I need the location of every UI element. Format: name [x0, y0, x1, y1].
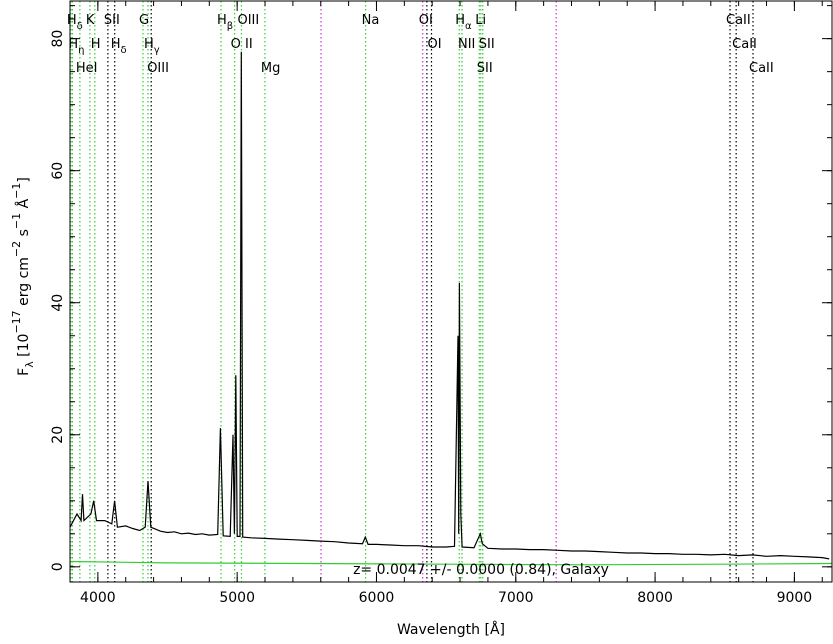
line-label-sub: δ [120, 45, 126, 56]
line-label: Hδ [111, 37, 127, 57]
line-label: Mg [261, 61, 280, 76]
y-axis-label-part: Å [15, 198, 32, 212]
spectrum-line [69, 51, 830, 560]
x-axis-label: Wavelength [Å] [397, 621, 505, 638]
line-label: OI [427, 37, 441, 52]
line-label-text: OI [427, 37, 441, 52]
y-axis-label-part: s [16, 229, 32, 241]
line-label-text: H [111, 37, 121, 52]
line-label: H [91, 37, 101, 52]
line-label-text: H [144, 37, 154, 52]
y-axis-label-part: ] [16, 177, 32, 182]
line-label-text: NII [458, 37, 475, 52]
line-label: CaII [749, 61, 774, 76]
x-tick-label: 4000 [80, 590, 116, 606]
y-axis-label-part: −17 [10, 310, 23, 333]
line-label-sub: α [465, 21, 472, 32]
line-label-text: Mg [261, 61, 280, 76]
line-label-text: H [68, 37, 78, 52]
line-label: SII [477, 61, 493, 76]
line-label-text: SII [104, 13, 120, 28]
y-axis-label-part: F [16, 368, 32, 376]
line-label-sub: η [78, 45, 84, 56]
y-tick-label: 40 [50, 294, 66, 312]
x-tick-label: 5000 [219, 590, 255, 606]
line-label-sub: γ [154, 45, 160, 56]
line-label: OI [419, 13, 433, 28]
line-label-text: Li [475, 13, 486, 28]
x-tick-label: 8000 [637, 590, 673, 606]
x-tick-label: 6000 [359, 590, 395, 606]
line-label-text: OI [419, 13, 433, 28]
y-tick-label: 80 [50, 30, 66, 48]
line-label: Hγ [144, 37, 160, 57]
y-axis-label: Fλ [10−17 erg cm−2 s−1 Å−1] [10, 177, 36, 376]
y-axis-label-part: λ [23, 361, 36, 368]
line-label: SII [479, 37, 495, 52]
line-label: OIII [147, 61, 169, 76]
line-label: Li [475, 13, 486, 28]
x-axis-label-part: [Å] [484, 621, 505, 638]
line-label: Hδ [67, 13, 83, 33]
line-label-text: H [217, 13, 227, 28]
spectrum-line [69, 560, 833, 566]
line-label: CaII [726, 13, 751, 28]
line-label-text: H [455, 13, 465, 28]
line-label-text: K [86, 13, 95, 28]
line-label-sub: δ [77, 21, 83, 32]
line-label: K [86, 13, 95, 28]
line-label: Hα [455, 13, 472, 33]
line-label: NII [458, 37, 475, 52]
line-label-text: SII [479, 37, 495, 52]
line-label-text: CaII [732, 37, 757, 52]
x-axis-label-part: Wavelength [397, 622, 485, 638]
line-label: SII [104, 13, 120, 28]
line-label: Hβ [217, 13, 233, 33]
line-label: CaII [732, 37, 757, 52]
line-label-text: H [91, 37, 101, 52]
y-tick-label: 20 [50, 426, 66, 444]
annotation: z= 0.0047 +/- 0.0000 (0.84), Galaxy [353, 562, 609, 578]
line-label-sub: β [227, 21, 233, 32]
y-axis-label-part: −1 [10, 183, 23, 199]
line-label-text: OIII [147, 61, 169, 76]
line-label: O II [231, 37, 253, 52]
plot-frame [69, 0, 833, 583]
line-label-text: CaII [726, 13, 751, 28]
line-label: Hη [68, 37, 84, 57]
y-tick-label: 60 [50, 162, 66, 180]
line-label-text: OIII [237, 13, 259, 28]
line-label: G [139, 13, 149, 28]
line-label-text: G [139, 13, 149, 28]
y-axis-label-part: −2 [10, 241, 23, 257]
x-tick-label: 7000 [498, 590, 534, 606]
y-axis-label-part: [10 [16, 334, 32, 362]
line-label: OIII [237, 13, 259, 28]
line-label-text: H [67, 13, 77, 28]
line-label-text: CaII [749, 61, 774, 76]
line-label-text: Na [362, 13, 380, 28]
line-label-text: HeI [76, 61, 98, 76]
line-label-text: O II [231, 37, 253, 52]
y-axis-label-part: −1 [10, 213, 23, 229]
y-axis-label-part: erg cm [16, 257, 32, 310]
line-label: HeI [76, 61, 98, 76]
line-label: Na [362, 13, 380, 28]
x-tick-label: 9000 [777, 590, 813, 606]
line-label-text: SII [477, 61, 493, 76]
y-tick-label: 0 [50, 562, 66, 571]
